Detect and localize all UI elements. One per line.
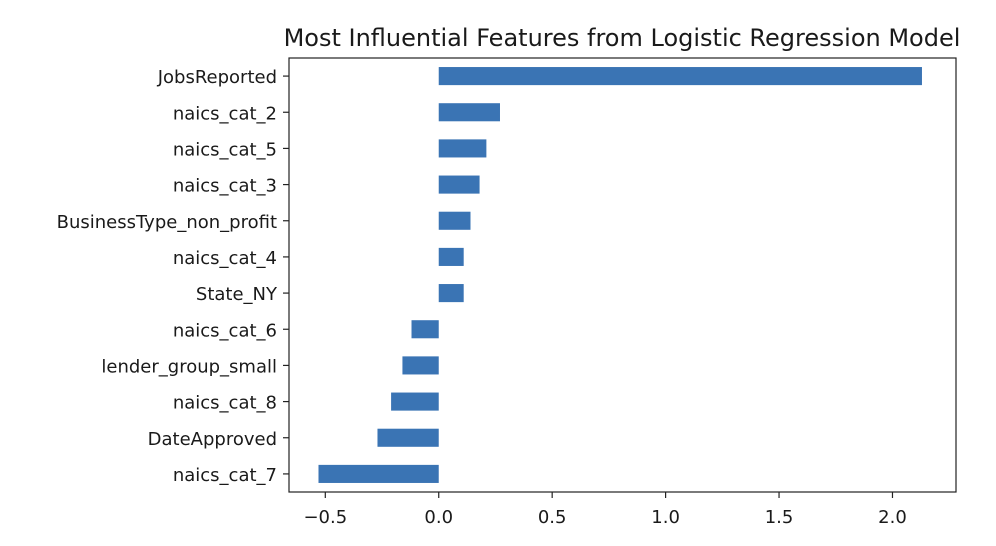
y-tick-label: BusinessType_non_profit	[57, 212, 277, 233]
y-tick-label: naics_cat_8	[173, 393, 277, 414]
chart-title: Most Influential Features from Logistic …	[284, 24, 961, 52]
bar-naics_cat_5	[438, 139, 487, 158]
y-tick-label: JobsReported	[157, 67, 277, 88]
bar-naics_cat_8	[391, 392, 439, 411]
y-tick-label: DateApproved	[148, 429, 277, 450]
y-tick-label: naics_cat_5	[173, 139, 277, 160]
x-tick-label: 1.0	[651, 507, 680, 528]
bar-naics_cat_6	[411, 320, 439, 339]
x-tick-label: −0.5	[303, 507, 347, 528]
bar-JobsReported	[438, 67, 922, 86]
bar-DateApproved	[377, 428, 439, 447]
plot-frame	[288, 57, 957, 493]
bar-BusinessType_non_profit	[438, 211, 471, 230]
y-tick-label: naics_cat_7	[173, 465, 277, 486]
bar-State_NY	[438, 284, 464, 303]
y-axis: JobsReported naics_cat_2 naics_cat_5 naics_…	[57, 67, 289, 486]
x-tick-label: 2.0	[878, 507, 907, 528]
bar-naics_cat_3	[438, 175, 480, 194]
bar-naics_cat_2	[438, 103, 500, 122]
y-tick-label: naics_cat_6	[173, 320, 277, 341]
bar-naics_cat_4	[438, 247, 464, 266]
x-tick-label: 1.5	[765, 507, 794, 528]
bars	[318, 67, 922, 483]
y-tick-label: lender_group_small	[101, 356, 277, 377]
y-tick-label: State_NY	[196, 284, 278, 305]
x-tick-label: 0.5	[538, 507, 567, 528]
y-tick-label: naics_cat_4	[173, 248, 277, 269]
bar-lender_group_small	[402, 356, 439, 375]
x-axis: −0.5 0.0 0.5 1.0 1.5 2.0	[303, 492, 907, 528]
y-tick-label: naics_cat_2	[173, 103, 277, 124]
bar-naics_cat_7	[318, 464, 439, 483]
x-tick-label: 0.0	[424, 507, 453, 528]
y-tick-label: naics_cat_3	[173, 176, 277, 197]
